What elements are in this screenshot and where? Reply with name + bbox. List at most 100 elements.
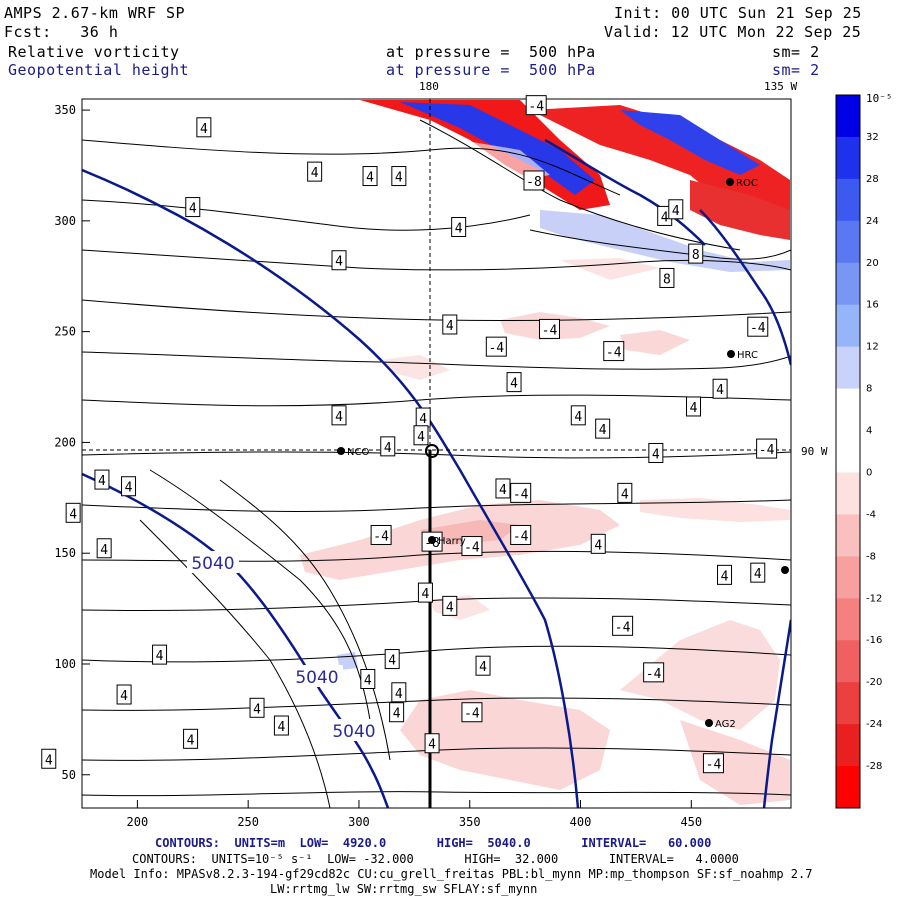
contour-label: 4 xyxy=(335,410,343,425)
contour-label: 4 xyxy=(189,202,197,217)
field1-pressure: at pressure = 500 hPa xyxy=(386,43,596,61)
contour-label: 4 xyxy=(187,733,195,748)
colorbar-tick-label: 12 xyxy=(866,342,879,353)
contour-label: -4 xyxy=(464,707,480,722)
contour-label: 4 xyxy=(120,689,128,704)
height-label-bg xyxy=(328,719,380,741)
contour-label-box xyxy=(424,733,440,754)
lon-90w-label: 90 W xyxy=(801,445,828,458)
colorbar-segment xyxy=(836,430,860,473)
contour-label: -4 xyxy=(373,529,389,544)
field1-name: Relative vorticity xyxy=(8,43,180,61)
y-axis: 50 100 150 200 250 300 350 xyxy=(54,103,90,782)
station-marker xyxy=(337,447,345,455)
contour-label-box xyxy=(461,702,483,723)
contour-label: 4 xyxy=(388,654,396,669)
contour-label: 4 xyxy=(721,569,729,584)
contour-label: 4 xyxy=(621,487,629,502)
contour-label: 4 xyxy=(652,448,660,463)
y-tick-label: 200 xyxy=(54,435,76,449)
contour-label: 4 xyxy=(599,423,607,438)
station-label: NCO xyxy=(347,447,369,458)
contour-label-box xyxy=(413,425,429,446)
plot-frame xyxy=(81,98,792,809)
x-tick-label: 250 xyxy=(237,815,259,829)
colorbar-tick-label: -28 xyxy=(866,761,882,772)
colorbar-tick-label: 4 xyxy=(866,426,872,437)
colorbar-segment xyxy=(836,304,860,348)
model-info-physics: LW:rrtmg_lw SW:rrtmg_sw SFLAY:sf_mynn xyxy=(270,882,538,896)
contour-label-box xyxy=(686,396,702,417)
colorbar-segment xyxy=(836,472,860,515)
contour-label: 4 xyxy=(716,383,724,398)
colorbar-tick-label: 28 xyxy=(866,174,879,185)
contour-label: 4 xyxy=(395,171,403,186)
colorbar-tick-label: -4 xyxy=(866,509,876,520)
contour-label-box xyxy=(747,316,769,337)
height-labels: 5040 5040 5040 xyxy=(187,551,380,742)
contour-label-box xyxy=(717,564,733,585)
contour-label-box xyxy=(756,438,778,459)
colorbar-tick-label: 20 xyxy=(866,258,879,269)
contour-label: 4 xyxy=(690,401,698,416)
contour-label: 4 xyxy=(98,474,106,489)
contour-label-box xyxy=(648,443,664,463)
model-title: AMPS 2.67-km WRF SP xyxy=(4,4,186,22)
station-label: Harry xyxy=(438,536,466,547)
y-tick-label: 150 xyxy=(54,546,76,560)
vorticity-contours xyxy=(82,119,791,808)
y-tick-label: 350 xyxy=(54,103,76,117)
contour-label-box xyxy=(525,95,547,116)
colorbar-segment xyxy=(836,556,860,599)
colorbar: 32 28 24 20 16 12 8 4 0 -4 -8 -12 -16 -20 -24 -28 xyxy=(835,94,882,809)
colorbar-segment xyxy=(836,136,860,180)
contour-label-box xyxy=(94,469,110,490)
vorticity-shading xyxy=(300,100,790,805)
contour-label-box xyxy=(688,243,704,264)
contour-labels: 4 4 4 4 4 -4 4 4 -8 4 4 4 -4 -4 -4 -4 8 8 4 4 4 4 4 4 4 4 4 -4 4 4 4 4 4… xyxy=(41,95,778,774)
colorbar-tick-label: 8 xyxy=(866,384,872,395)
x-tick-label: 450 xyxy=(680,815,702,829)
y-tick-label: 50 xyxy=(62,768,76,782)
colorbar-segment xyxy=(836,178,860,222)
height-contours xyxy=(82,138,791,808)
contour-label: -8 xyxy=(526,175,542,190)
vorticity-contour-info: CONTOURS: UNITS=10⁻⁵ s⁻¹ LOW= -32.000 HI… xyxy=(132,852,739,866)
height-label: 5040 xyxy=(191,554,234,574)
contour-label-box xyxy=(380,436,396,457)
contour-label-box xyxy=(506,372,522,393)
contour-label-box xyxy=(249,697,265,718)
colorbar-tick-label: -24 xyxy=(866,719,882,730)
contour-label: 4 xyxy=(754,567,762,582)
contour-label-box xyxy=(196,117,212,138)
colorbar-tick-label: -8 xyxy=(866,551,876,562)
contour-label-box xyxy=(442,314,458,335)
height-label-bg xyxy=(291,665,343,687)
contour-label: 4 xyxy=(393,707,401,722)
y-tick-label: 300 xyxy=(54,214,76,228)
field2-name: Geopotential height xyxy=(8,61,190,79)
y-tick-label: 100 xyxy=(54,657,76,671)
contour-label-box xyxy=(41,748,57,769)
contour-label: -4 xyxy=(513,487,529,502)
contour-label-box xyxy=(495,478,511,499)
contour-label-box xyxy=(121,476,137,497)
contour-label-box xyxy=(590,533,606,554)
height-label: 5040 xyxy=(295,668,338,688)
colorbar-tick-label: -16 xyxy=(866,635,882,646)
contour-label-box xyxy=(442,595,458,616)
x-tick-label: 400 xyxy=(570,815,592,829)
contour-label: -4 xyxy=(615,620,631,635)
contour-label: 4 xyxy=(419,412,427,427)
contour-label-box xyxy=(659,267,675,288)
contour-label: 4 xyxy=(661,210,669,225)
y-tick-label: 250 xyxy=(54,325,76,339)
valid-time: Valid: 12 UTC Mon 22 Sep 25 xyxy=(604,23,862,41)
lon-135w-label: 135 W xyxy=(764,80,798,93)
colorbar-segment xyxy=(836,262,860,306)
contour-label: 4 xyxy=(428,738,436,753)
contour-label-box xyxy=(475,655,491,676)
contour-label: 4 xyxy=(200,122,208,137)
contour-label: 4 xyxy=(574,410,582,425)
